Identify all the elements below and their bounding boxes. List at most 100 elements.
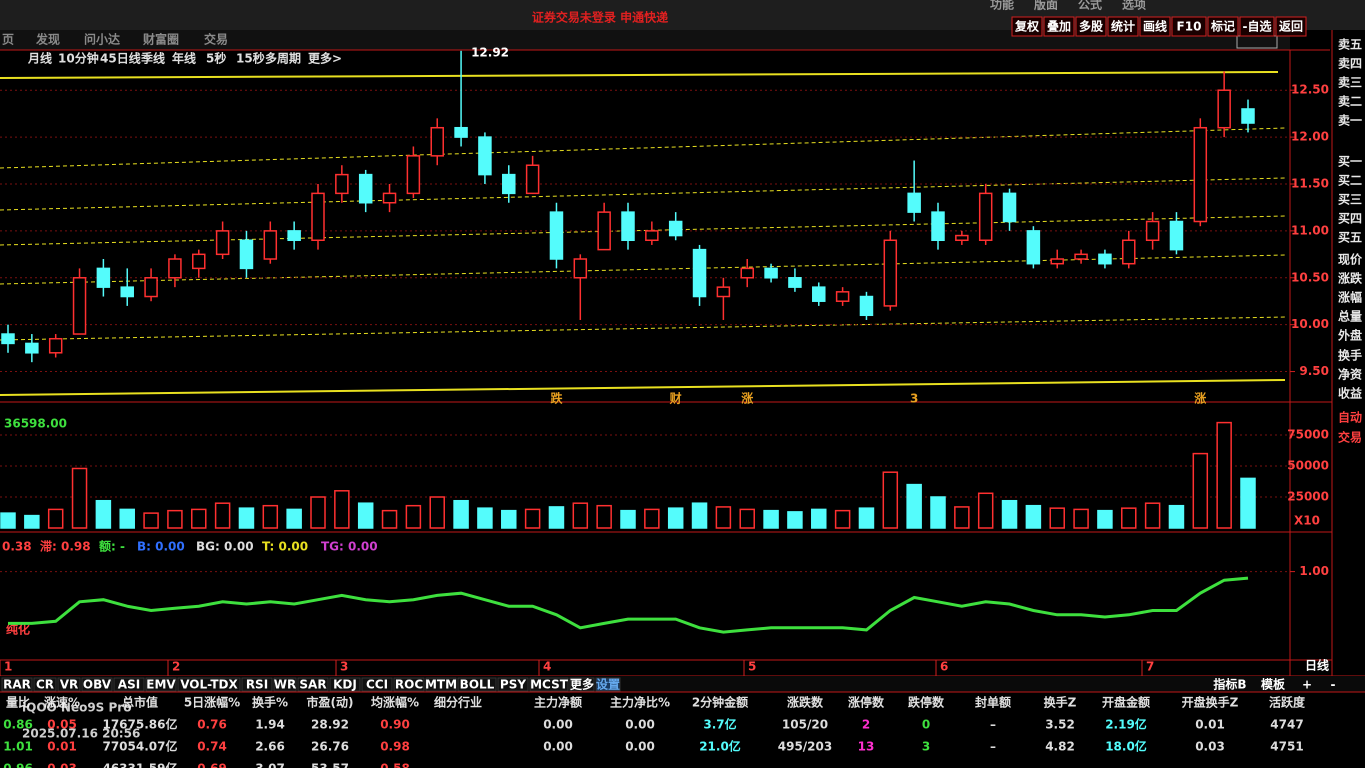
volume-bar xyxy=(95,499,112,529)
indicator-tab-label: VOL-TDX xyxy=(180,678,238,692)
menu-item: 版面 xyxy=(1034,0,1058,12)
candle-body xyxy=(263,230,278,260)
table-cell: 0.74 xyxy=(197,740,227,754)
candle-body xyxy=(907,192,921,213)
indicator-tab-label: WR xyxy=(274,678,296,692)
side-label: 交易 xyxy=(1338,430,1362,445)
toolbar-button[interactable] xyxy=(1139,16,1171,37)
toolbar-button[interactable] xyxy=(1107,16,1139,37)
volume-bar xyxy=(334,490,350,529)
toolbar-button[interactable] xyxy=(1275,16,1307,37)
indicator-tab[interactable] xyxy=(177,677,241,692)
indicator-tab[interactable] xyxy=(529,677,569,692)
volume-bar xyxy=(214,502,231,529)
table-cell: 0.98 xyxy=(380,740,410,754)
table-cell: 21.0亿 xyxy=(699,739,741,754)
period-tab: 45日线 xyxy=(100,51,141,66)
candle-body xyxy=(1217,89,1231,129)
candle-body xyxy=(597,211,611,251)
volume-bar xyxy=(882,471,899,529)
table-cell: 2.66 xyxy=(255,740,285,754)
period-tab: 更多> xyxy=(308,51,342,66)
indicator-tab-label: ROC xyxy=(395,678,423,692)
indicator-tab[interactable] xyxy=(569,677,595,692)
period-tab: 月线 xyxy=(27,51,52,66)
indicator-tab[interactable] xyxy=(145,677,177,692)
indicator-tab-label: BOLL xyxy=(460,678,495,692)
indicator-tab[interactable] xyxy=(425,677,457,692)
table-cell: 1.01 xyxy=(3,740,33,754)
indicator-tab[interactable] xyxy=(457,677,497,692)
table-cell: 0.00 xyxy=(543,740,573,754)
candle-body xyxy=(978,192,993,242)
toolbar-button-label: 复权 xyxy=(1014,19,1040,34)
table-cell: 0.86 xyxy=(3,718,33,732)
toolbar-button[interactable] xyxy=(1239,16,1275,37)
indicator-tab[interactable] xyxy=(393,677,425,692)
side-label: 卖三 xyxy=(1338,75,1362,90)
candle-body xyxy=(740,267,754,279)
table-cell: 26.76 xyxy=(311,740,349,754)
table-cell: 77054.07亿 xyxy=(102,739,177,754)
volume-bar xyxy=(930,496,946,529)
candle-body xyxy=(239,239,254,270)
indicator-tab[interactable] xyxy=(497,677,529,692)
indicator-tab[interactable] xyxy=(273,677,297,692)
indicator-tab[interactable] xyxy=(329,677,361,692)
y-tick-label: 10.00 xyxy=(1291,317,1329,331)
indicator-tab[interactable] xyxy=(57,677,81,692)
table-cell: 4751 xyxy=(1270,740,1303,754)
menu-item: 财富圈 xyxy=(142,32,179,47)
indicator-tab[interactable] xyxy=(361,677,393,692)
indicator-tab[interactable] xyxy=(1,677,33,692)
table-cell: 28.92 xyxy=(311,718,349,732)
indicator-tab[interactable] xyxy=(241,677,273,692)
toolbar-button[interactable] xyxy=(1171,16,1207,37)
table-header: 跌停数 xyxy=(908,695,945,710)
menu-item: 问小达 xyxy=(84,32,120,47)
y-tick-label: 12.00 xyxy=(1291,130,1329,144)
toolbar-button[interactable] xyxy=(1011,16,1043,37)
indicator-tab[interactable] xyxy=(113,677,145,692)
y-tick-label: 10.50 xyxy=(1291,270,1329,284)
indicator-tab-label: CCI xyxy=(366,678,388,692)
indicator-legend: T: 0.00 xyxy=(262,540,308,554)
table-header: 总市值 xyxy=(122,695,158,710)
table-header: 涨停数 xyxy=(848,695,885,710)
candle-body xyxy=(335,173,349,195)
candle-body xyxy=(25,342,39,354)
x-axis-label: 7 xyxy=(1146,660,1154,674)
volume-bar xyxy=(739,508,755,529)
indicator-tab[interactable] xyxy=(81,677,113,692)
volume-bar xyxy=(977,492,994,529)
indicator-legend: BG: 0.00 xyxy=(196,540,254,554)
y-tick-label: 1.00 xyxy=(1299,564,1329,578)
candle-body xyxy=(788,277,802,288)
toolbar-button[interactable] xyxy=(1043,16,1075,37)
toolbar-button-label: 统计 xyxy=(1111,19,1135,34)
candle-body xyxy=(812,286,826,302)
candle-body xyxy=(716,286,731,298)
side-label: 卖五 xyxy=(1338,37,1362,52)
indicator-tab[interactable] xyxy=(595,677,621,692)
menu-item: 公式 xyxy=(1078,0,1102,12)
indicator-tab[interactable] xyxy=(33,677,57,692)
table-cell: 3.07 xyxy=(255,762,285,768)
volume-bar xyxy=(1216,421,1232,529)
y-tick-label: 75000 xyxy=(1287,428,1329,442)
tab-right: + xyxy=(1302,678,1312,692)
candle-body xyxy=(1,333,15,345)
indicator-tab-label: MTM xyxy=(425,678,457,692)
volume-bar xyxy=(453,499,469,529)
side-label: 卖四 xyxy=(1338,56,1362,71)
fib-line xyxy=(0,215,1286,246)
toolbar-button[interactable] xyxy=(1207,16,1239,37)
toolbar-button[interactable] xyxy=(1075,16,1107,37)
indicator-tab[interactable] xyxy=(297,677,329,692)
volume-bar xyxy=(262,504,279,529)
volume-bar xyxy=(1097,509,1113,529)
table-cell: 18.0亿 xyxy=(1105,739,1147,754)
menu-item: 页 xyxy=(2,33,14,47)
candle-body xyxy=(215,230,230,256)
